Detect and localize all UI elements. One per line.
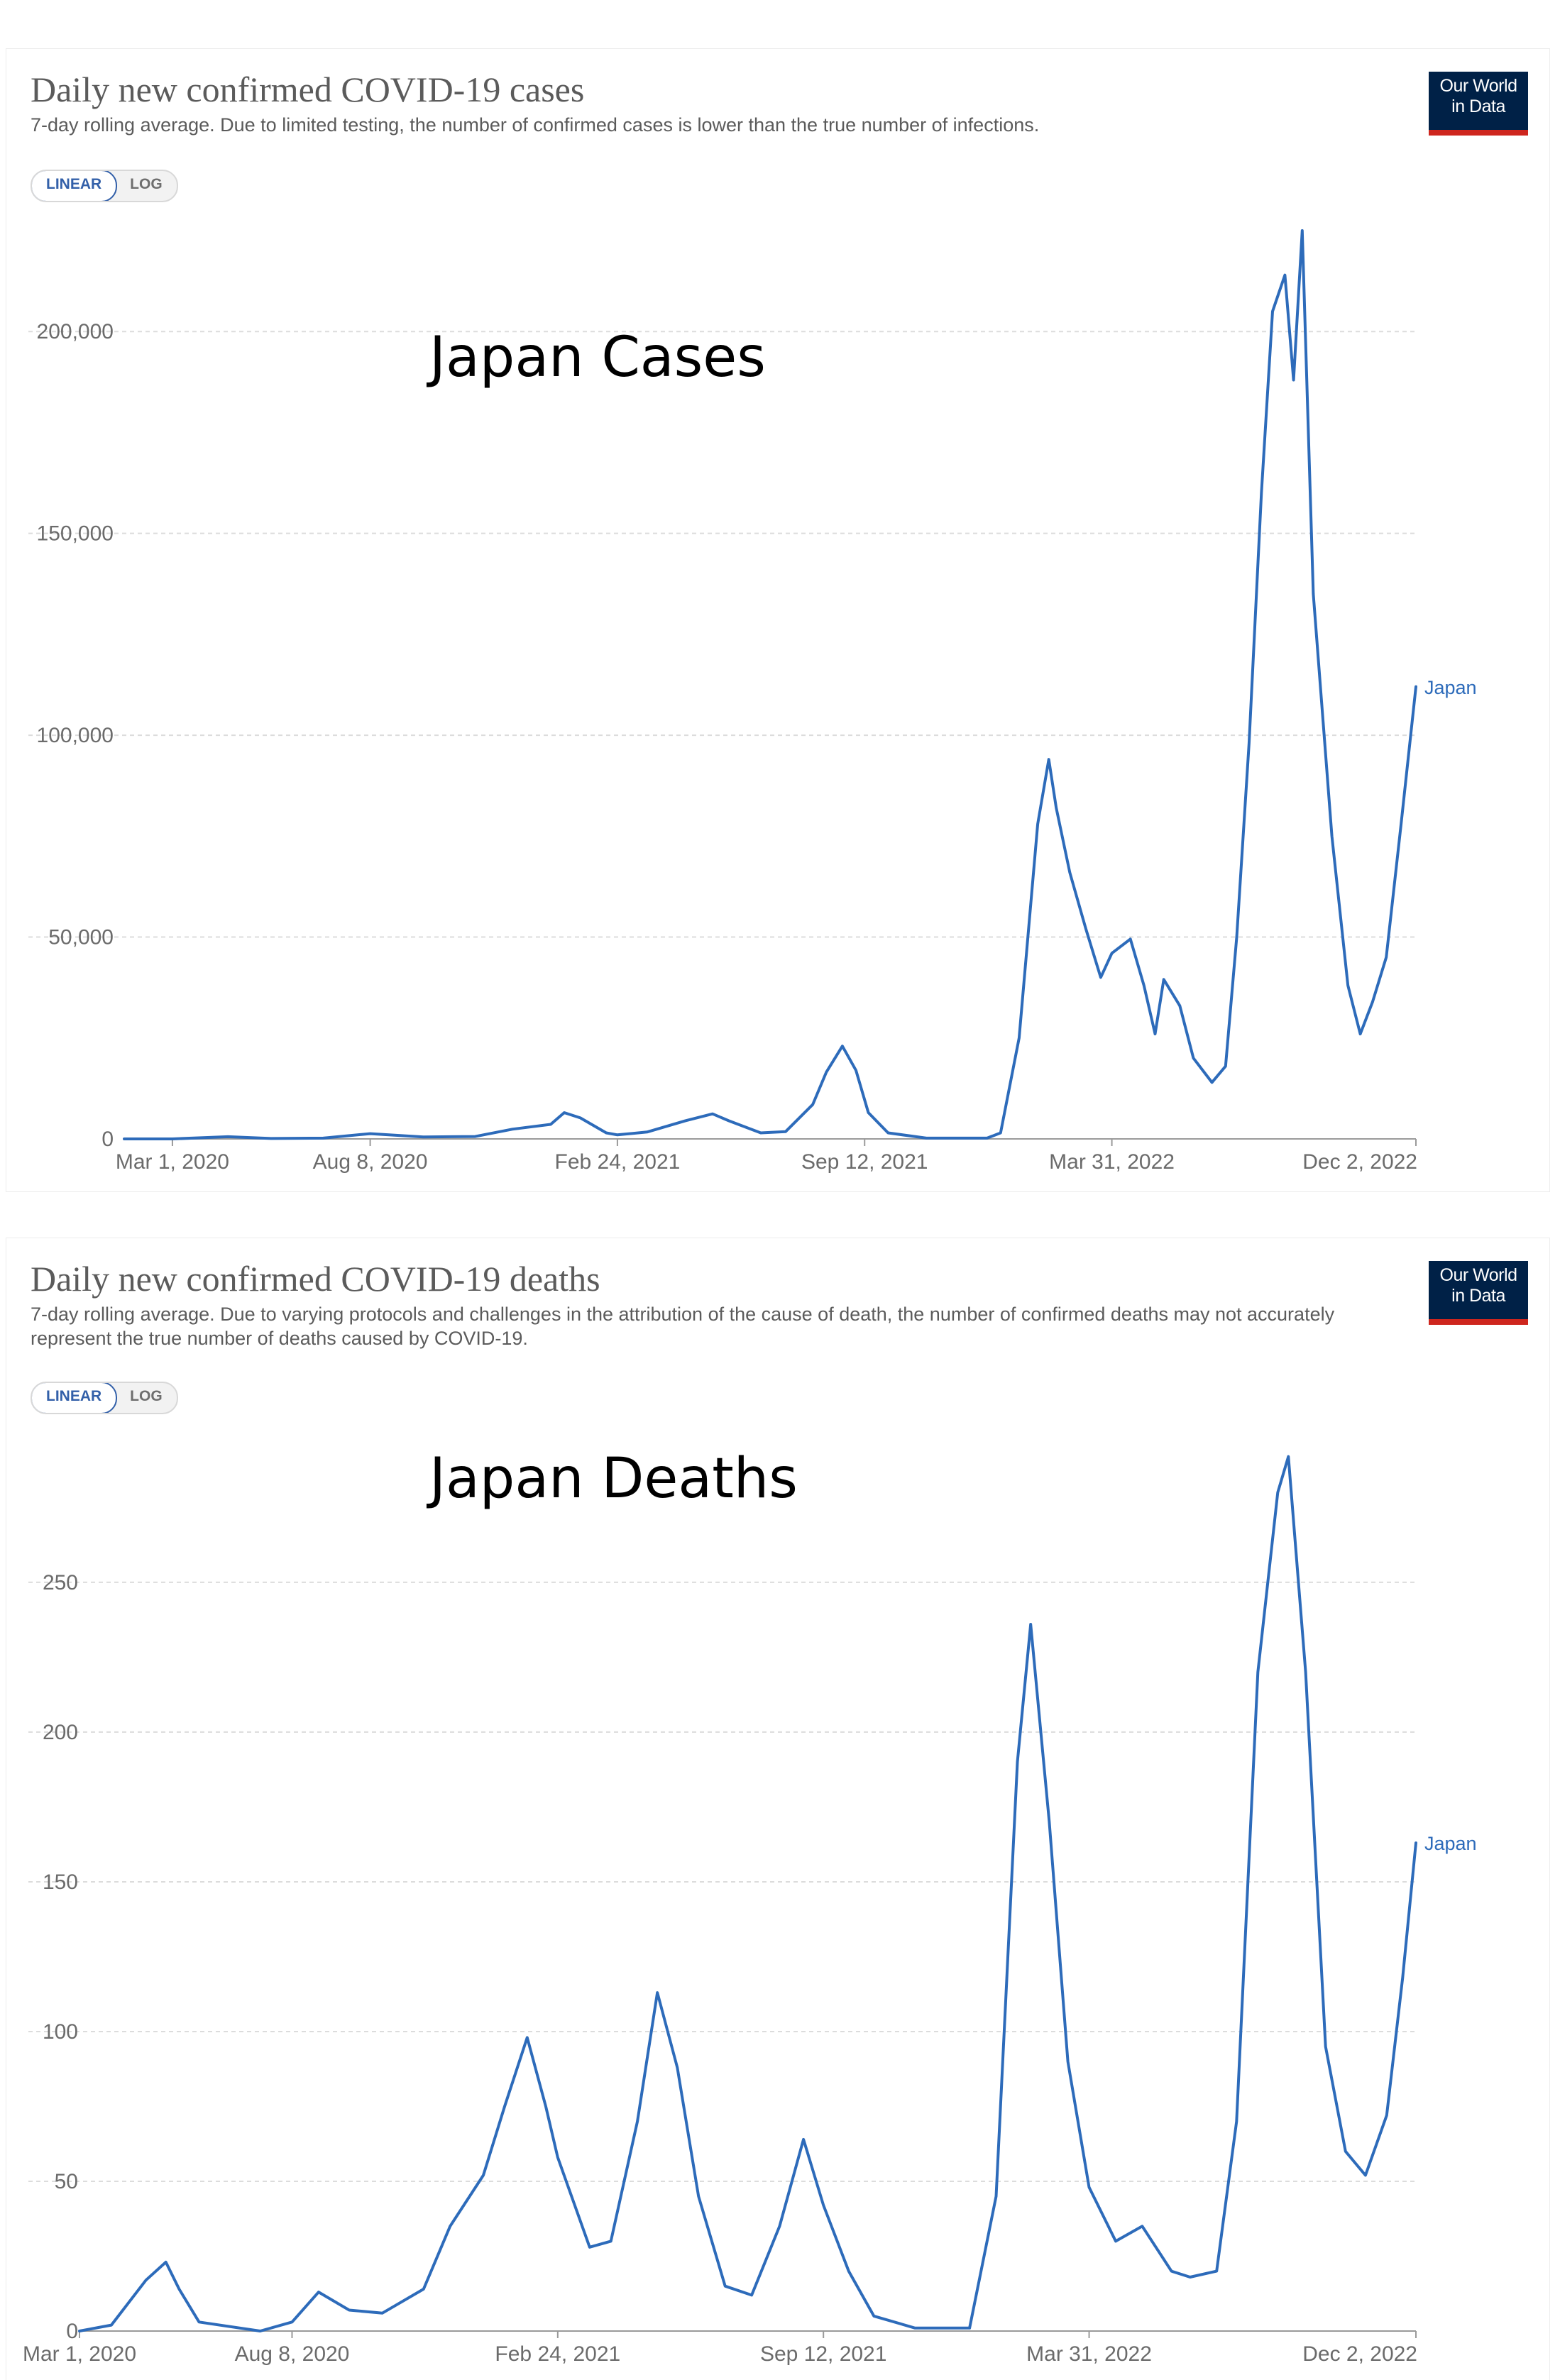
owid-logo[interactable]: Our World in Data: [1429, 72, 1528, 136]
linear-button[interactable]: LINEAR: [31, 1383, 118, 1413]
chart-subtitle: 7-day rolling average. Due to limited te…: [31, 114, 1040, 136]
series-end-label: Japan: [1424, 1833, 1477, 1854]
x-tick-label: Feb 24, 2021: [495, 2342, 620, 2366]
chart-title: Daily new confirmed COVID-19 cases: [31, 70, 585, 109]
chart-title: Daily new confirmed COVID-19 deaths: [31, 1259, 600, 1299]
x-tick-label: Mar 31, 2022: [1049, 1150, 1175, 1174]
log-button[interactable]: LOG: [130, 1388, 163, 1404]
logo-line-1: Our World: [1439, 76, 1517, 96]
x-tick-label: Mar 31, 2022: [1026, 2342, 1152, 2366]
y-tick-label: 200: [43, 1721, 78, 1744]
series-line-japan: [123, 229, 1417, 1140]
y-tick-label: 200,000: [37, 320, 114, 343]
logo-line-2: in Data: [1451, 1286, 1505, 1306]
x-tick-label: Mar 1, 2020: [116, 1150, 229, 1174]
logo-line-2: in Data: [1451, 97, 1505, 116]
y-tick-label: 150,000: [37, 522, 114, 546]
x-tick-label: Aug 8, 2020: [235, 2342, 350, 2366]
chart-panel-deaths: Daily new confirmed COVID-19 deaths 7-da…: [6, 1238, 1550, 2380]
linear-button[interactable]: LINEAR: [31, 171, 118, 201]
x-tick-label: Mar 1, 2020: [23, 2342, 136, 2366]
y-tick-label: 50: [55, 2170, 78, 2193]
x-tick-label: Aug 8, 2020: [313, 1150, 428, 1174]
x-tick-label: Sep 12, 2021: [760, 2342, 887, 2366]
y-tick-label: 100,000: [37, 724, 114, 747]
y-tick-label: 0: [66, 2320, 78, 2343]
series-line-japan: [78, 1455, 1417, 2332]
chart-panel-cases: Daily new confirmed COVID-19 cases 7-day…: [6, 48, 1550, 1192]
x-tick-label: Feb 24, 2021: [555, 1150, 681, 1174]
scale-toggle: LINEAR LOG: [31, 170, 178, 202]
scale-toggle: LINEAR LOG: [31, 1382, 178, 1414]
log-button[interactable]: LOG: [130, 176, 163, 192]
y-tick-label: 150: [43, 1871, 78, 1894]
y-tick-label: 0: [101, 1128, 114, 1151]
chart-subtitle: 7-day rolling average. Due to varying pr…: [31, 1304, 1335, 1349]
y-tick-label: 100: [43, 2020, 78, 2044]
logo-line-1: Our World: [1439, 1265, 1517, 1285]
series-end-label: Japan: [1424, 677, 1477, 698]
x-tick-label: Dec 2, 2022: [1302, 1150, 1417, 1174]
y-tick-label: 250: [43, 1571, 78, 1594]
y-tick-label: 50,000: [48, 926, 114, 949]
chart-annotation: Japan Cases: [426, 326, 766, 390]
chart-annotation: Japan Deaths: [426, 1447, 798, 1511]
x-tick-label: Dec 2, 2022: [1302, 2342, 1417, 2366]
x-tick-label: Sep 12, 2021: [801, 1150, 928, 1174]
owid-logo[interactable]: Our World in Data: [1429, 1261, 1528, 1325]
